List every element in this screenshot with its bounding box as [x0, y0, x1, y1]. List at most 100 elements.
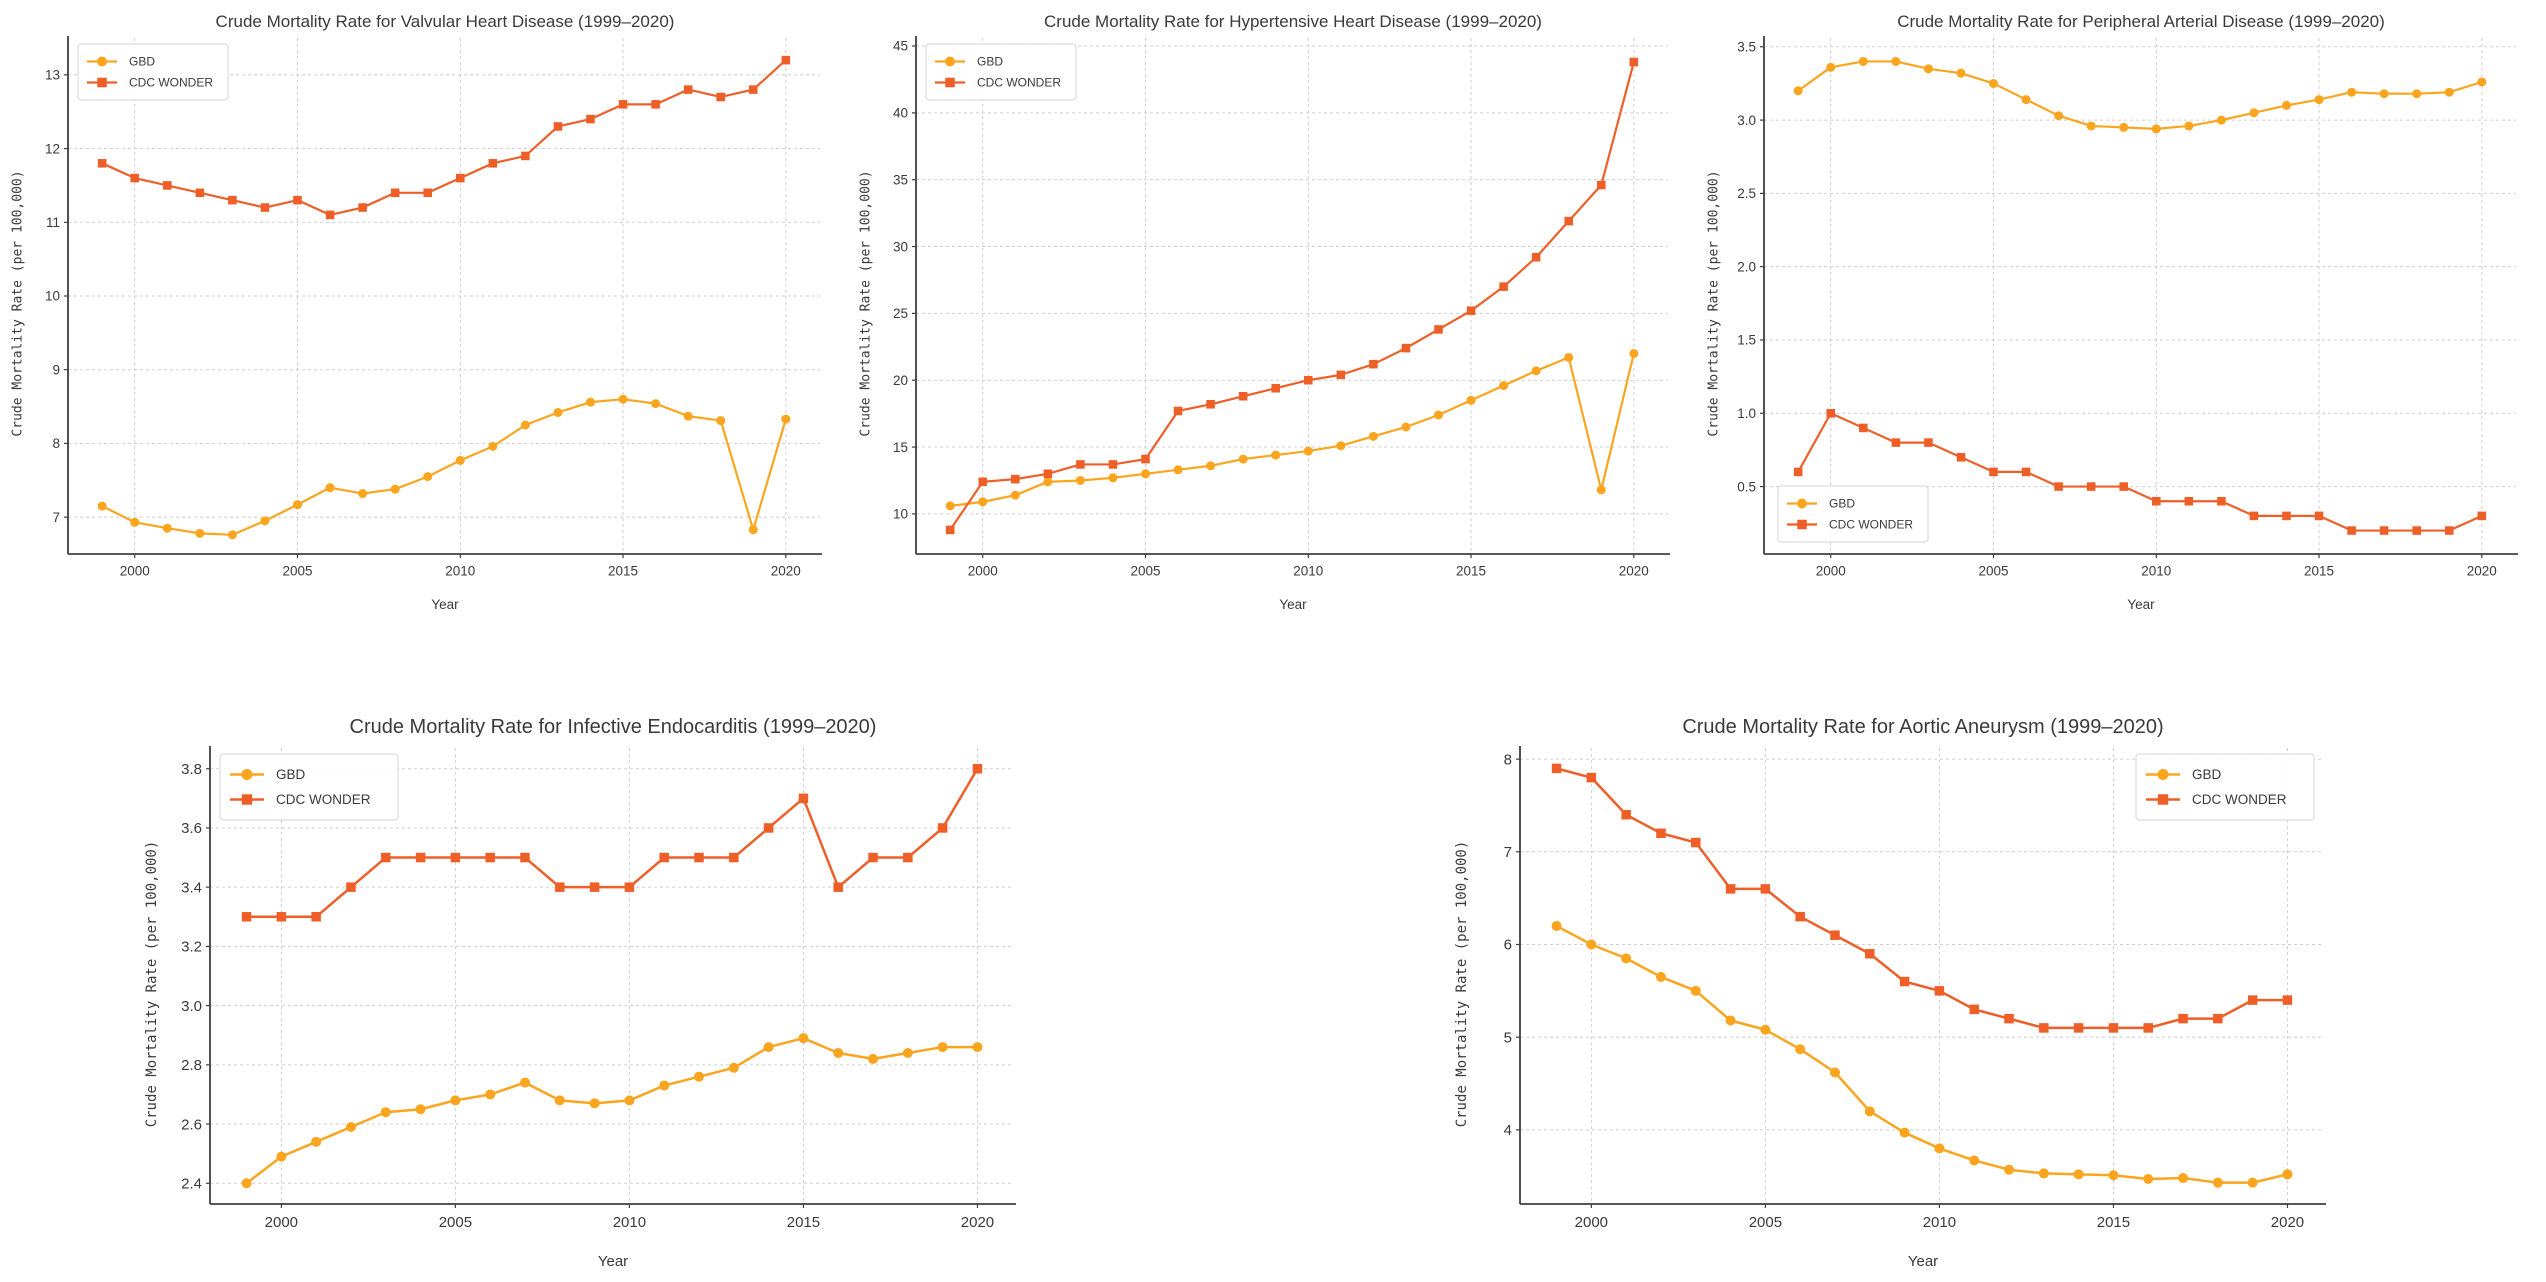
- data-point-square: [781, 55, 791, 65]
- data-point-square: [130, 173, 140, 183]
- data-point-square: [325, 210, 335, 220]
- data-point-circle: [1690, 985, 1701, 996]
- data-point-circle: [311, 1136, 322, 1147]
- data-point-square: [1564, 216, 1573, 226]
- x-tick-label: 2015: [608, 564, 638, 579]
- data-point-circle: [1271, 450, 1281, 460]
- data-point-square: [1336, 370, 1346, 380]
- chart-title: Crude Mortality Rate for Aortic Aneurysm…: [1682, 716, 2164, 738]
- x-axis-label: Year: [431, 597, 459, 612]
- y-axis-label: Crude Mortality Rate (per 100,000): [858, 170, 874, 437]
- data-point-square: [553, 122, 563, 131]
- legend: GBD CDC WONDER: [1777, 485, 1929, 543]
- data-point-circle: [1238, 454, 1248, 464]
- data-point-circle: [1531, 366, 1541, 376]
- data-point-circle: [162, 523, 172, 533]
- x-axis-label: Year: [2127, 597, 2155, 612]
- y-tick-label: 11: [46, 215, 60, 230]
- data-point-square: [555, 882, 565, 892]
- x-axis-label: Year: [597, 1253, 629, 1270]
- data-point-square: [2039, 1023, 2049, 1033]
- series-line-cdc-wonder: [246, 768, 979, 919]
- data-point-square: [2412, 526, 2421, 535]
- data-point-circle: [659, 1080, 670, 1091]
- legend-marker-square: [1797, 519, 1807, 530]
- data-point-circle: [2004, 1164, 2015, 1175]
- data-point-circle: [1401, 422, 1411, 432]
- legend-label: CDC WONDER: [977, 76, 1061, 90]
- y-tick-label: 3.2: [181, 939, 202, 956]
- legend-marker-circle: [945, 56, 955, 67]
- data-point-square: [1238, 391, 1248, 401]
- x-axis-label: Year: [1907, 1253, 1939, 1270]
- data-point-circle: [519, 1077, 530, 1088]
- data-point-square: [2054, 482, 2063, 491]
- data-point-square: [1826, 408, 1836, 418]
- y-tick-label: 2.6: [181, 1116, 202, 1133]
- data-point-circle: [2216, 115, 2226, 125]
- series-line-gbd: [950, 353, 1635, 507]
- data-point-circle: [1923, 64, 1933, 74]
- y-tick-label: 10: [893, 507, 908, 522]
- data-point-square: [1466, 306, 1476, 315]
- chart-infective-endocarditis: 2000 2005 2010 2015 2020 2.4 2.6 2.8 3.0 3.2 3.4 3.…: [132, 704, 1044, 1276]
- data-point-square: [2119, 482, 2128, 491]
- data-point-square: [2314, 511, 2324, 521]
- x-tick-label: 2015: [1456, 564, 1486, 579]
- y-tick-label: 8: [1504, 751, 1512, 768]
- data-point-circle: [423, 472, 433, 482]
- data-point-square: [624, 882, 635, 892]
- data-point-circle: [2108, 1170, 2119, 1181]
- x-tick-label: 2020: [2271, 1214, 2304, 1231]
- data-point-circle: [798, 1033, 809, 1044]
- y-tick-label: 20: [893, 373, 908, 388]
- data-point-circle: [1586, 939, 1597, 950]
- y-tick-label: 12: [45, 141, 60, 156]
- data-point-square: [1173, 406, 1183, 416]
- y-tick-label: 2.8: [181, 1057, 202, 1074]
- legend: GBD CDC WONDER: [77, 43, 229, 101]
- x-tick-label: 2010: [2141, 564, 2171, 579]
- chart-plot-endocarditis: 2000 2005 2010 2015 2020 2.4 2.6 2.8 3.0 3.2 3.4 3.…: [181, 746, 1016, 1231]
- legend-label: GBD: [1829, 497, 1855, 511]
- data-point-square: [659, 852, 669, 863]
- y-tick-label: 3.0: [181, 998, 202, 1015]
- y-tick-label: 15: [893, 440, 908, 455]
- data-point-square: [1551, 763, 1562, 774]
- data-point-square: [2213, 1013, 2223, 1024]
- legend-label: CDC WONDER: [129, 76, 213, 90]
- y-tick-label: 3.6: [181, 820, 202, 837]
- y-tick-label: 3.8: [181, 761, 202, 778]
- legend-marker-circle: [97, 56, 107, 67]
- data-point-square: [1924, 438, 1933, 447]
- legend-marker-square: [97, 77, 107, 88]
- y-tick-label: 3.4: [181, 879, 202, 896]
- x-tick-label: 2020: [2467, 564, 2497, 579]
- chart-title: Crude Mortality Rate for Peripheral Arte…: [1897, 12, 2385, 31]
- chart-plot-valvular: 2000 2005 2010 2015 2020 7 8 9 10 11 12 13 GBD CDC WO…: [45, 36, 822, 579]
- data-point-square: [1304, 375, 1313, 385]
- data-point-square: [1656, 828, 1666, 839]
- data-point-circle: [937, 1042, 948, 1053]
- data-point-circle: [1655, 971, 1666, 982]
- data-point-square: [1108, 460, 1118, 469]
- legend-label: GBD: [276, 767, 306, 782]
- data-point-circle: [868, 1053, 879, 1064]
- x-tick-label: 2015: [2304, 564, 2334, 579]
- data-point-square: [1141, 454, 1150, 464]
- data-point-square: [163, 181, 172, 190]
- data-point-square: [381, 852, 391, 863]
- data-point-circle: [2021, 95, 2031, 105]
- series-line-gbd: [1797, 60, 2483, 130]
- data-point-circle: [1793, 86, 1803, 96]
- y-axis-label: Crude Mortality Rate (per 100,000): [144, 840, 160, 1127]
- x-tick-label: 2010: [1293, 564, 1323, 579]
- data-point-circle: [1010, 490, 1020, 500]
- y-tick-label: 40: [893, 106, 908, 121]
- data-point-square: [228, 195, 237, 205]
- x-tick-label: 2000: [968, 564, 998, 579]
- data-point-square: [2444, 526, 2454, 535]
- data-point-square: [1401, 343, 1411, 353]
- data-point-circle: [554, 1095, 565, 1106]
- data-point-square: [2217, 496, 2226, 506]
